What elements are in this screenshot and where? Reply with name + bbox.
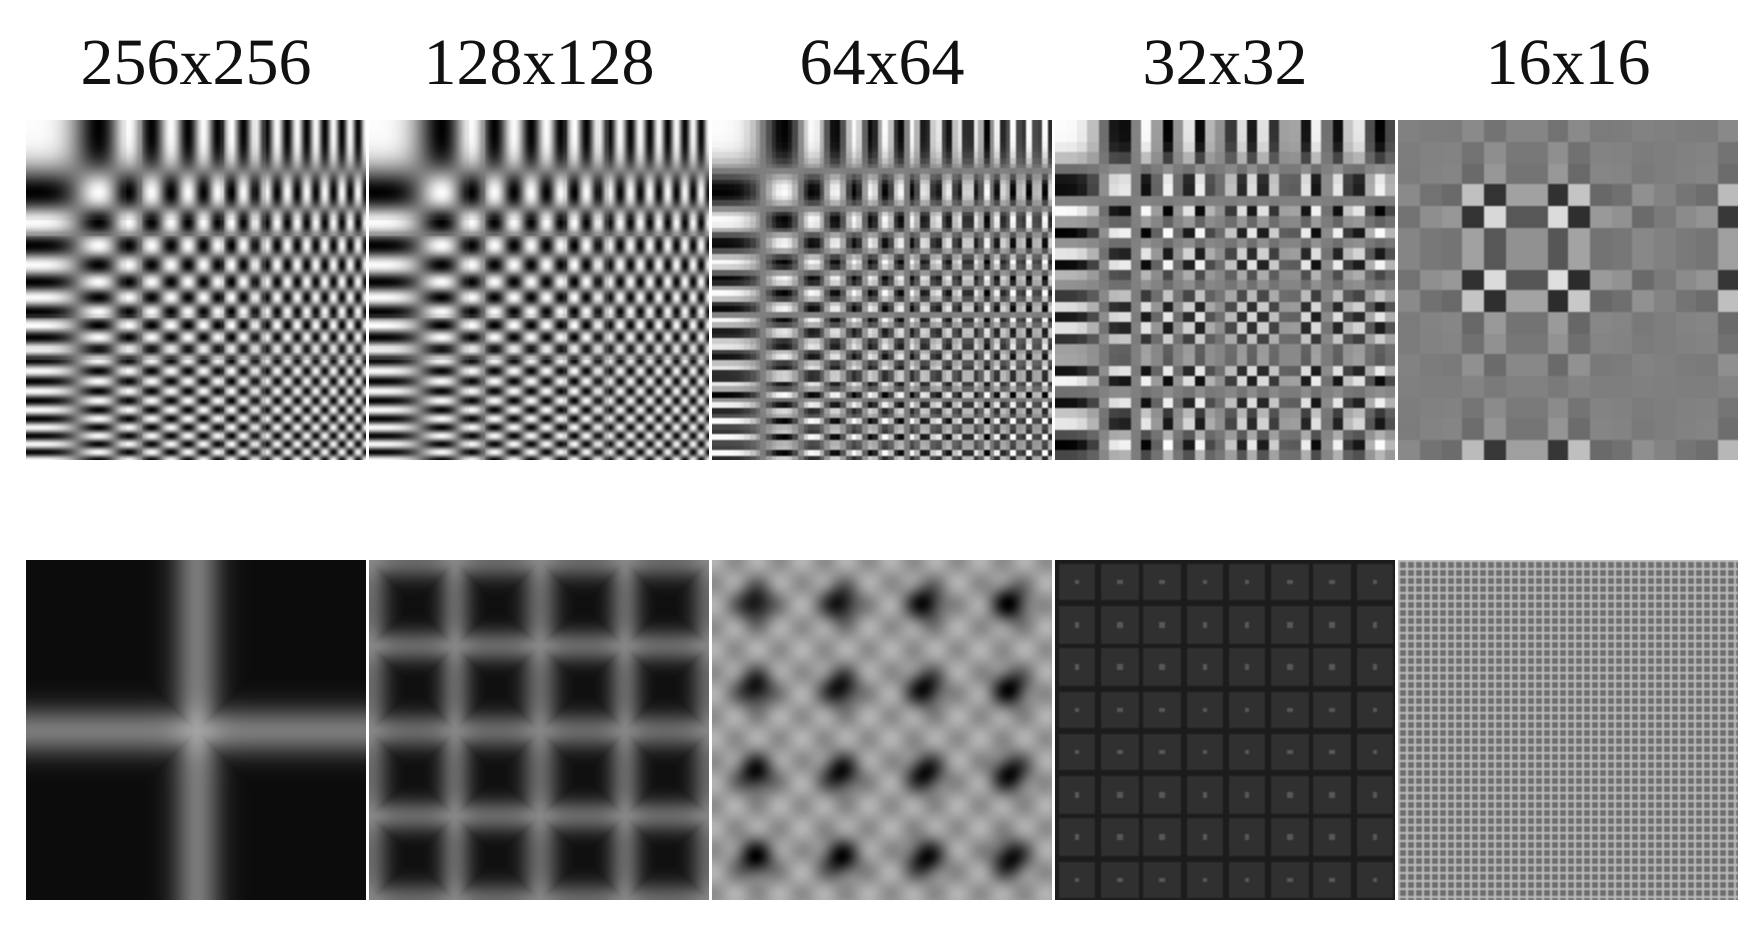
panel-label-64: 64x64 [799, 26, 965, 99]
spectrum-canvas-16 [1398, 560, 1738, 900]
basis-canvas-64 [712, 120, 1052, 460]
spectrum-row [26, 560, 1739, 900]
basis-canvas-32 [1055, 120, 1395, 460]
basis-canvas-16 [1398, 120, 1738, 460]
spectrum-canvas-256 [26, 560, 366, 900]
basis-image-64 [712, 120, 1052, 460]
panel-label-32: 32x32 [1142, 26, 1308, 99]
panel-labels: 256x256 128x128 64x64 32x32 16x16 [0, 18, 1761, 108]
basis-canvas-128 [369, 120, 709, 460]
basis-image-32 [1055, 120, 1395, 460]
spectrum-image-32 [1055, 560, 1395, 900]
spectrum-image-64 [712, 560, 1052, 900]
spectrum-image-128 [369, 560, 709, 900]
spectrum-image-256 [26, 560, 366, 900]
spectrum-canvas-32 [1055, 560, 1395, 900]
spectrum-image-16 [1398, 560, 1738, 900]
spectrum-canvas-64 [712, 560, 1052, 900]
panel-label-256: 256x256 [80, 26, 312, 99]
basis-image-row [26, 120, 1739, 460]
basis-canvas-256 [26, 120, 366, 460]
panel-label-128: 128x128 [423, 26, 655, 99]
basis-image-256 [26, 120, 366, 460]
basis-image-16 [1398, 120, 1738, 460]
spectrum-canvas-128 [369, 560, 709, 900]
panel-label-16: 16x16 [1485, 26, 1651, 99]
basis-image-128 [369, 120, 709, 460]
